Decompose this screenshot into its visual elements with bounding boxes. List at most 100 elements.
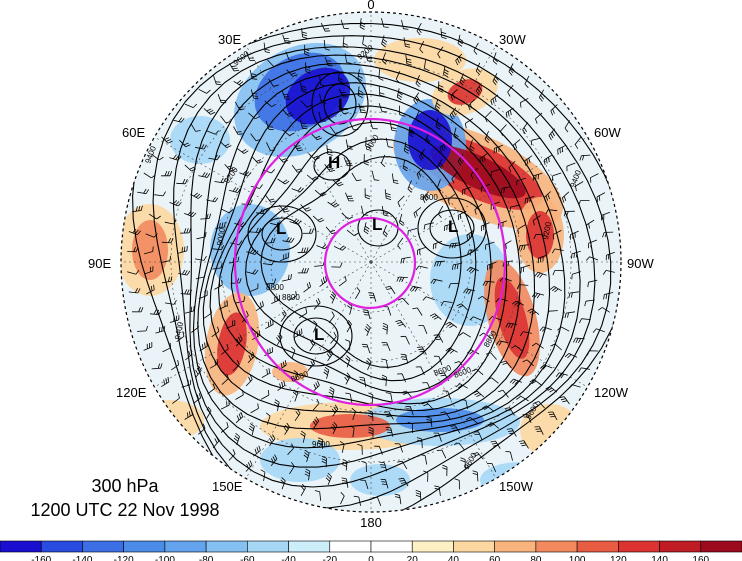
wind-barb-feather: [290, 274, 292, 280]
wind-barb-feather: [440, 301, 444, 306]
wind-barb: [520, 97, 529, 103]
wind-barb: [255, 305, 264, 312]
wind-barb: [458, 361, 466, 369]
wind-barb: [235, 416, 243, 424]
wind-barb: [395, 71, 401, 80]
wind-barb-feather: [559, 396, 565, 399]
wind-barb-feather: [191, 168, 197, 172]
wind-barb: [351, 172, 357, 181]
wind-barb-feather: [414, 97, 419, 103]
wind-barb-feather: [177, 202, 182, 207]
wind-barb-feather: [274, 399, 280, 403]
wind-barb-feather: [321, 455, 327, 459]
wind-barb: [531, 308, 540, 315]
wind-barb-feather: [306, 283, 309, 289]
wind-barb-feather: [545, 158, 548, 164]
wind-barb-feather: [561, 197, 565, 203]
wind-barb-feather: [524, 198, 526, 204]
wind-barb-feather: [282, 361, 285, 367]
wind-barb: [434, 99, 439, 108]
wind-barb: [195, 276, 205, 280]
wind-barb-feather: [547, 387, 553, 391]
wind-barb-feather: [201, 144, 205, 149]
contour-label: 9400: [173, 321, 185, 341]
wind-barb-feather: [415, 494, 421, 498]
wind-barb-feather: [304, 48, 310, 52]
wind-barb: [291, 164, 298, 173]
wind-barb-feather: [302, 36, 308, 39]
wind-barb: [399, 495, 402, 505]
wind-barb: [276, 336, 283, 346]
wind-barb-feather: [189, 166, 195, 170]
wind-barb-feather: [295, 168, 301, 171]
wind-barb-feather: [530, 140, 533, 146]
wind-barb-feather: [489, 423, 495, 428]
wind-barb-feather: [460, 79, 465, 84]
wind-barb-feather: [382, 60, 387, 65]
wind-barb: [420, 366, 425, 376]
wind-barb: [438, 433, 442, 442]
wind-barb-feather: [578, 367, 582, 373]
wind-barb: [533, 172, 543, 177]
wind-barb-feather: [198, 393, 201, 399]
wind-barb-feather: [438, 87, 444, 91]
wind-barb-feather: [228, 167, 234, 170]
wind-barb-feather: [304, 53, 310, 57]
wind-barb-feather: [464, 123, 467, 129]
wind-barb: [338, 106, 344, 115]
wind-barb: [334, 246, 343, 251]
wind-barb: [249, 231, 259, 233]
wind-barb-feather: [281, 158, 287, 161]
wind-barb-feather: [177, 359, 180, 365]
wind-barb-feather: [356, 286, 361, 292]
height-contours: [132, 22, 621, 512]
wind-barb-feather: [522, 129, 526, 135]
wind-barb-feather: [206, 89, 211, 94]
wind-barb: [198, 88, 207, 94]
wind-barb-feather: [506, 428, 512, 430]
wind-barb-feather: [324, 276, 328, 282]
wind-barb-feather: [492, 80, 497, 86]
wind-barb-feather: [503, 187, 505, 193]
colorbar-box: [535, 540, 578, 553]
wind-barb: [382, 52, 387, 62]
wind-barb: [198, 175, 208, 178]
wind-barb-feather: [399, 480, 405, 482]
wind-barb-feather: [490, 171, 492, 177]
wind-barb-feather: [511, 345, 516, 349]
wind-barb-feather: [166, 139, 171, 142]
wind-barb-feather: [381, 481, 387, 483]
wind-barb: [198, 428, 206, 435]
wind-barb-feather: [463, 288, 467, 294]
wind-barb: [575, 181, 584, 187]
wind-barb: [298, 312, 308, 319]
wind-barb: [331, 295, 336, 304]
wind-barb-feather: [345, 339, 350, 342]
wind-barb: [473, 42, 479, 51]
wind-barb-feather: [210, 111, 216, 115]
wind-barb-feather: [308, 228, 312, 234]
wind-barb-feather: [145, 325, 148, 332]
wind-barb: [491, 169, 501, 173]
wind-barb-feather: [185, 144, 191, 148]
wind-barb: [209, 363, 218, 369]
wind-barb-feather: [484, 139, 489, 144]
contour-label: 9000: [215, 227, 227, 247]
wind-barb: [180, 293, 190, 295]
wind-barb: [184, 164, 192, 172]
wind-barb-feather: [439, 261, 442, 267]
wind-barb: [407, 180, 412, 189]
height-contour: [202, 82, 536, 418]
wind-barb-feather: [201, 172, 206, 177]
wind-barb-feather: [469, 103, 473, 109]
wind-barb-feather: [353, 232, 359, 236]
wind-barb-feather: [533, 401, 539, 404]
wind-barb-feather: [397, 460, 403, 463]
wind-barb: [361, 205, 364, 215]
wind-barb-feather: [409, 129, 414, 133]
wind-barb: [363, 377, 367, 387]
wind-barb-feather: [399, 222, 404, 227]
wind-barb-feather: [386, 415, 392, 418]
wind-barb-feather: [208, 213, 212, 219]
wind-barb: [207, 388, 215, 395]
